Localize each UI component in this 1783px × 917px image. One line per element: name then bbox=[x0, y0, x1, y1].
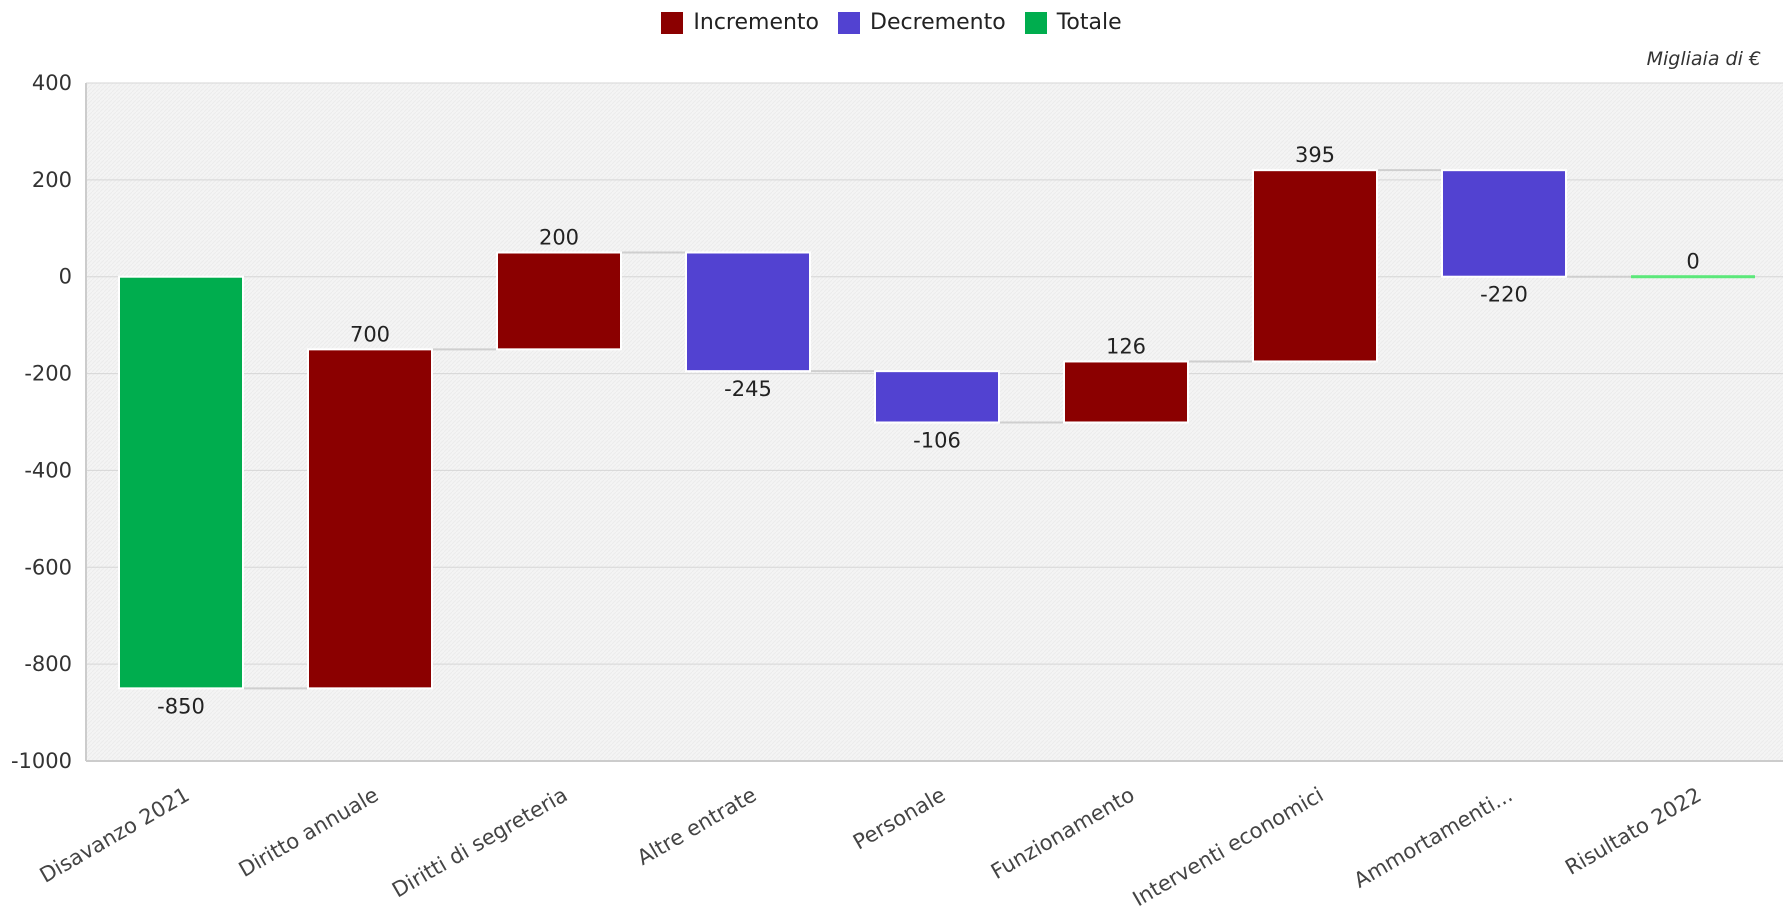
legend-swatch-decremento bbox=[838, 11, 861, 34]
data-label: -245 bbox=[724, 377, 772, 401]
connectors bbox=[243, 169, 1631, 690]
legend-swatch-totale bbox=[1024, 11, 1047, 34]
y-tick-label: 200 bbox=[32, 168, 72, 192]
x-tick-label: Funzionamento bbox=[987, 783, 1139, 884]
x-tick-label: Ammortamenti... bbox=[1350, 783, 1517, 893]
legend-item-decremento[interactable]: Decremento bbox=[838, 10, 1006, 35]
data-label: 395 bbox=[1295, 143, 1335, 167]
legend-label-incremento: Incremento bbox=[693, 10, 820, 35]
bar[interactable] bbox=[307, 348, 433, 690]
y-tick-label: -800 bbox=[24, 652, 72, 676]
bar[interactable] bbox=[118, 275, 244, 690]
data-label: 700 bbox=[350, 322, 390, 346]
x-tick-label: Disavanzo 2021 bbox=[36, 783, 194, 888]
bar[interactable] bbox=[1063, 360, 1189, 424]
data-label: 0 bbox=[1686, 250, 1699, 274]
chart-legend: Incremento Decremento Totale bbox=[0, 10, 1783, 40]
bar[interactable] bbox=[496, 251, 622, 351]
y-tick-label: -400 bbox=[24, 458, 72, 482]
data-label: -106 bbox=[913, 428, 961, 452]
x-tick-label: Altre entrate bbox=[633, 783, 760, 870]
y-tick-label: -600 bbox=[24, 555, 72, 579]
legend-item-incremento[interactable]: Incremento bbox=[661, 10, 819, 35]
x-tick-label: Interventi economici bbox=[1129, 783, 1328, 912]
y-tick-labels: 400 200 0 -200 -400 -600 -800 -1000 bbox=[11, 71, 72, 773]
data-label: -850 bbox=[157, 694, 205, 718]
y-tick-label: -1000 bbox=[11, 749, 72, 773]
data-label: -220 bbox=[1480, 283, 1528, 307]
x-tick-label: Diritto annuale bbox=[235, 783, 383, 882]
bar[interactable] bbox=[1441, 169, 1567, 278]
bar[interactable] bbox=[1631, 275, 1755, 279]
data-labels: -850 700 200 -245 -106 126 395 -220 0 bbox=[157, 143, 1700, 718]
legend-swatch-incremento bbox=[661, 11, 684, 34]
x-tick-label: Risultato 2022 bbox=[1561, 783, 1705, 880]
x-tick-labels: Disavanzo 2021 Diritto annuale Diritti di … bbox=[36, 783, 1706, 912]
data-label: 200 bbox=[539, 226, 579, 250]
y-tick-label: 0 bbox=[59, 265, 72, 289]
bars bbox=[118, 169, 1755, 690]
legend-label-decremento: Decremento bbox=[870, 10, 1006, 35]
bar[interactable] bbox=[685, 251, 811, 373]
unit-label: Migliaia di € bbox=[1646, 48, 1761, 70]
y-tick-label: 400 bbox=[32, 71, 72, 95]
data-label: 126 bbox=[1106, 334, 1146, 358]
legend-item-totale[interactable]: Totale bbox=[1024, 10, 1122, 35]
x-tick-label: Personale bbox=[849, 783, 950, 855]
x-tick-label: Diritti di segreteria bbox=[388, 783, 572, 903]
axes bbox=[85, 83, 1783, 762]
bar[interactable] bbox=[874, 370, 1000, 424]
y-tick-label: -200 bbox=[24, 362, 72, 386]
bar[interactable] bbox=[1252, 169, 1378, 363]
legend-label-totale: Totale bbox=[1056, 10, 1122, 35]
